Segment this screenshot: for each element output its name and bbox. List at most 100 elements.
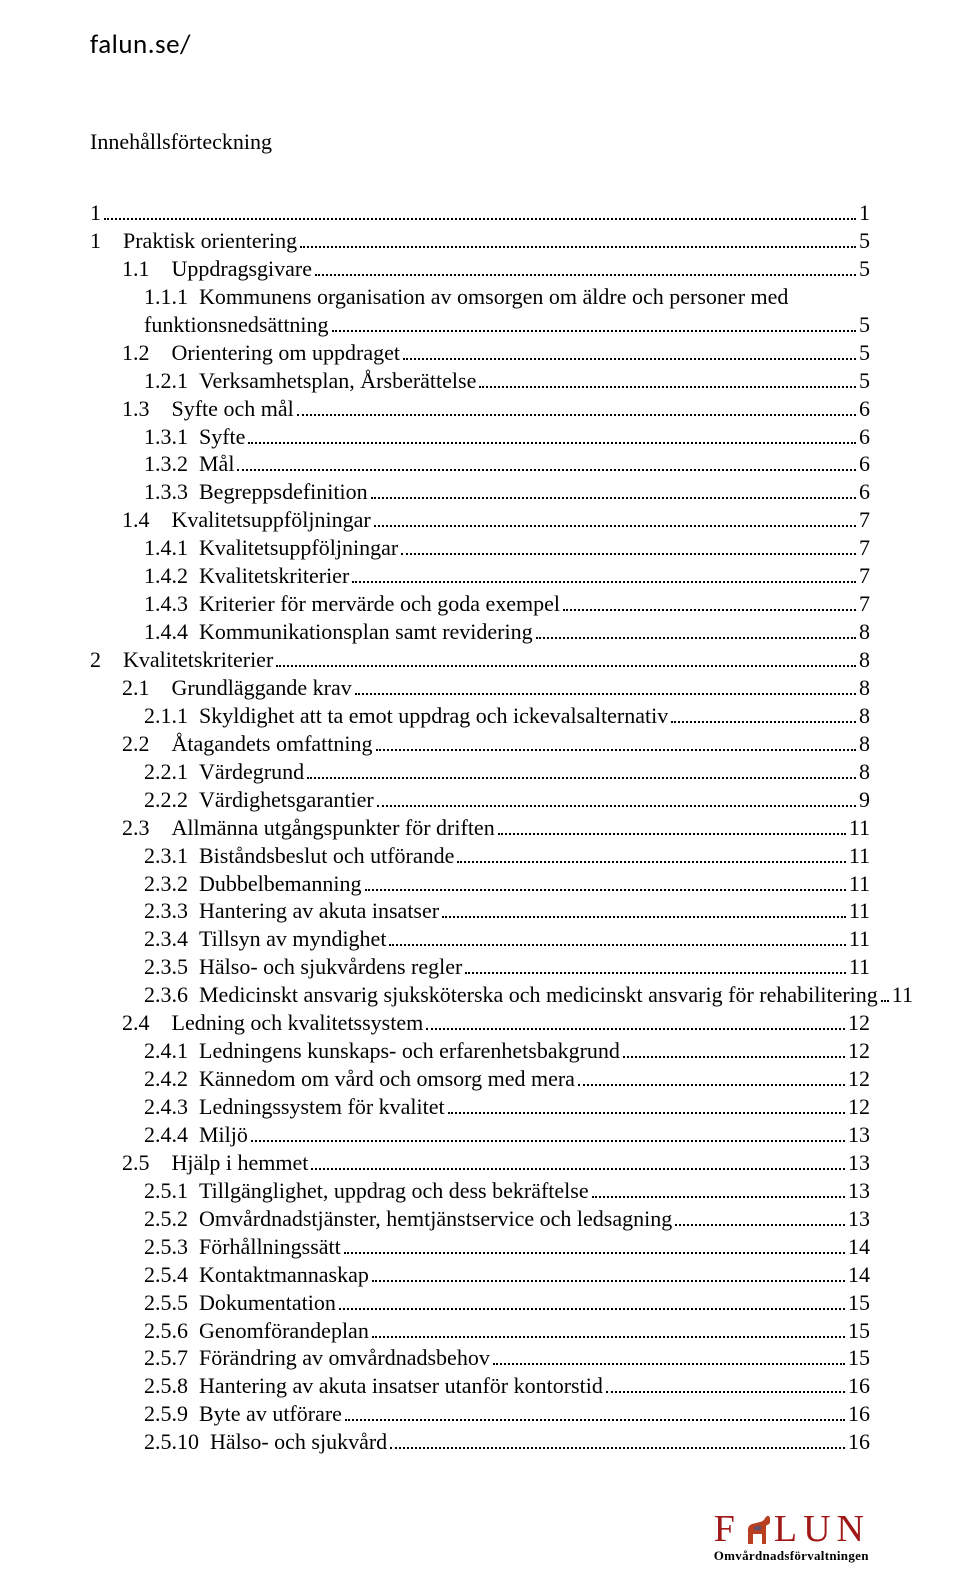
- toc-entry[interactable]: 2.3.1 Biståndsbeslut och utförande 11: [90, 842, 870, 870]
- toc-entry-page: 13: [848, 1177, 870, 1205]
- toc-entry[interactable]: 2.3.6 Medicinskt ansvarig sjuksköterska …: [90, 981, 870, 1009]
- toc-entry-label: Uppdragsgivare: [172, 255, 313, 283]
- toc-entry[interactable]: 2.5.1 Tillgänglighet, uppdrag och dess b…: [90, 1177, 870, 1205]
- toc-entry-label: Begreppsdefinition: [199, 478, 368, 506]
- toc-entry-page: 12: [848, 1009, 870, 1037]
- toc-entry[interactable]: 2.5.4 Kontaktmannaskap 14: [90, 1261, 870, 1289]
- toc-entry-label: Kvalitetsuppföljningar: [199, 534, 398, 562]
- site-url: falun.se/: [90, 28, 870, 61]
- toc-entry-page: 11: [849, 842, 870, 870]
- toc-entry-page: 15: [848, 1289, 870, 1317]
- toc-entry[interactable]: 2.5 Hjälp i hemmet 13: [90, 1149, 870, 1177]
- toc-entry[interactable]: 2.5.5 Dokumentation 15: [90, 1289, 870, 1317]
- toc-leader-dots: [578, 1084, 845, 1086]
- toc-entry-page: 11: [892, 981, 913, 1009]
- toc-entry-label: Förändring av omvårdnadsbehov: [199, 1344, 490, 1372]
- toc-entry[interactable]: 2.5.6 Genomförandeplan 15: [90, 1317, 870, 1345]
- toc-entry[interactable]: 2.1.1 Skyldighet att ta emot uppdrag och…: [90, 702, 870, 730]
- toc-entry[interactable]: 2.3.3 Hantering av akuta insatser 11: [90, 897, 870, 925]
- toc-entry[interactable]: 2.4.4 Miljö 13: [90, 1121, 870, 1149]
- toc-entry-label: Syfte och mål: [172, 395, 294, 423]
- toc-entry[interactable]: 2.5.2 Omvårdnadstjänster, hemtjänstservi…: [90, 1205, 870, 1233]
- toc-entry[interactable]: 2.3.2 Dubbelbemanning 11: [90, 870, 870, 898]
- toc-entry[interactable]: 1 Praktisk orientering 5: [90, 227, 870, 255]
- toc-entry-label: Skyldighet att ta emot uppdrag och ickev…: [199, 702, 668, 730]
- toc-entry[interactable]: 1.3.2 Mål 6: [90, 450, 870, 478]
- toc-entry-page: 16: [848, 1428, 870, 1456]
- toc-entry-number: 2.5.4: [144, 1261, 199, 1289]
- toc-leader-dots: [315, 274, 856, 276]
- toc-entry-number: 2.5.9: [144, 1400, 199, 1428]
- toc-entry[interactable]: 1 1: [90, 199, 870, 227]
- toc-entry-page: 13: [848, 1205, 870, 1233]
- toc-entry-number: 2.3.6: [144, 981, 199, 1009]
- toc-entry-number: 2.3: [122, 814, 172, 842]
- toc-entry[interactable]: 2.3.5 Hälso- och sjukvårdens regler 11: [90, 953, 870, 981]
- toc-entry[interactable]: 1.1 Uppdragsgivare 5: [90, 255, 870, 283]
- toc-entry-label: funktionsnedsättning: [144, 311, 329, 339]
- toc-entry[interactable]: 2.2.1 Värdegrund 8: [90, 758, 870, 786]
- toc-entry[interactable]: 1.2 Orientering om uppdraget 5: [90, 339, 870, 367]
- toc-leader-dots: [442, 916, 846, 918]
- toc-entry-label: Hjälp i hemmet: [172, 1149, 309, 1177]
- toc-leader-dots: [377, 805, 856, 807]
- toc-entry-page: 8: [859, 702, 870, 730]
- toc-entry-number: 2.4: [122, 1009, 172, 1037]
- toc-entry[interactable]: 1.3 Syfte och mål 6: [90, 395, 870, 423]
- toc-leader-dots: [881, 1000, 889, 1002]
- toc-entry[interactable]: 1.3.1 Syfte 6: [90, 423, 870, 451]
- toc-entry[interactable]: 2.5.8 Hantering av akuta insatser utanfö…: [90, 1372, 870, 1400]
- toc-entry-page: 9: [859, 786, 870, 814]
- toc-entry-number: 1.4.4: [144, 618, 199, 646]
- toc-leader-dots: [248, 442, 856, 444]
- toc-entry[interactable]: 1.2.1 Verksamhetsplan, Årsberättelse 5: [90, 367, 870, 395]
- toc-entry-page: 8: [859, 618, 870, 646]
- toc-leader-dots: [457, 861, 845, 863]
- toc-entry[interactable]: 1.4 Kvalitetsuppföljningar 7: [90, 506, 870, 534]
- toc-entry[interactable]: 1.3.3 Begreppsdefinition 6: [90, 478, 870, 506]
- toc-entry-number: 2.4.2: [144, 1065, 199, 1093]
- toc-entry-page: 6: [859, 478, 870, 506]
- toc-entry[interactable]: 1.1.1 Kommunens organisation av omsorgen…: [90, 283, 870, 311]
- toc-entry-label: Tillsyn av myndighet: [199, 925, 386, 953]
- toc-leader-dots: [563, 609, 856, 611]
- toc-entry[interactable]: 1.4.1 Kvalitetsuppföljningar 7: [90, 534, 870, 562]
- toc-entry[interactable]: 1.4.4 Kommunikationsplan samt revidering…: [90, 618, 870, 646]
- toc-entry-page: 8: [859, 758, 870, 786]
- toc-leader-dots: [300, 246, 856, 248]
- toc-entry[interactable]: 2.5.9 Byte av utförare 16: [90, 1400, 870, 1428]
- toc-leader-dots: [355, 693, 856, 695]
- toc-entry-label: Kommunikationsplan samt revidering: [199, 618, 533, 646]
- toc-entry-label: Omvårdnadstjänster, hemtjänstservice och…: [199, 1205, 672, 1233]
- toc-leader-dots: [493, 1363, 845, 1365]
- toc-entry-number: 1.2.1: [144, 367, 199, 395]
- toc-entry[interactable]: 1.4.3 Kriterier för mervärde och goda ex…: [90, 590, 870, 618]
- toc-entry[interactable]: funktionsnedsättning 5: [90, 311, 870, 339]
- toc-entry-number: 1: [90, 227, 123, 255]
- toc-entry-label: Genomförandeplan: [199, 1317, 369, 1345]
- toc-entry-page: 13: [848, 1121, 870, 1149]
- toc-entry[interactable]: 2.2.2 Värdighetsgarantier 9: [90, 786, 870, 814]
- toc-leader-dots: [372, 1336, 845, 1338]
- toc-entry[interactable]: 2.5.3 Förhållningssätt 14: [90, 1233, 870, 1261]
- toc-entry[interactable]: 2.4.1 Ledningens kunskaps- och erfarenhe…: [90, 1037, 870, 1065]
- toc-entry-number: 2.5.5: [144, 1289, 199, 1317]
- toc-entry[interactable]: 2.3 Allmänna utgångspunkter för driften …: [90, 814, 870, 842]
- toc-entry[interactable]: 2.4.2 Kännedom om vård och omsorg med me…: [90, 1065, 870, 1093]
- toc-entry-number: 1.3.1: [144, 423, 199, 451]
- toc-entry-number: 2.3.4: [144, 925, 199, 953]
- toc-entry-page: 14: [848, 1233, 870, 1261]
- toc-entry[interactable]: 2.1 Grundläggande krav 8: [90, 674, 870, 702]
- toc-entry[interactable]: 2.3.4 Tillsyn av myndighet 11: [90, 925, 870, 953]
- toc-entry[interactable]: 2.2 Åtagandets omfattning 8: [90, 730, 870, 758]
- toc-entry-page: 7: [859, 590, 870, 618]
- toc-entry[interactable]: 2.5.10 Hälso- och sjukvård 16: [90, 1428, 870, 1456]
- toc-entry-number: 2.5: [122, 1149, 172, 1177]
- footer-brand-left: F: [714, 1512, 741, 1546]
- toc-entry[interactable]: 2.4 Ledning och kvalitetssystem 12: [90, 1009, 870, 1037]
- toc-entry-page: 1: [859, 199, 870, 227]
- toc-entry[interactable]: 2.5.7 Förändring av omvårdnadsbehov 15: [90, 1344, 870, 1372]
- toc-entry[interactable]: 2.4.3 Ledningssystem för kvalitet 12: [90, 1093, 870, 1121]
- toc-entry[interactable]: 2 Kvalitetskriterier 8: [90, 646, 870, 674]
- toc-entry[interactable]: 1.4.2 Kvalitetskriterier 7: [90, 562, 870, 590]
